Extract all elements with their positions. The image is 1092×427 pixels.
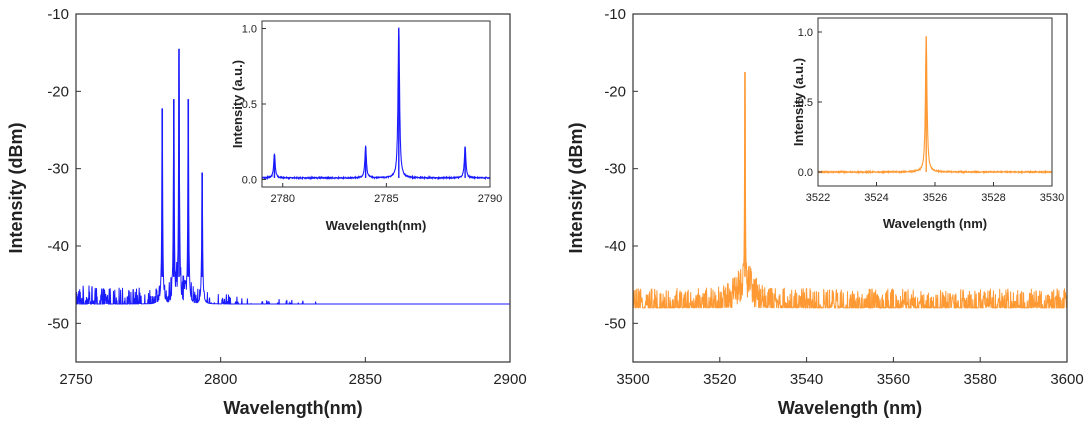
left-main-x-axis-label: Wavelength(nm) bbox=[223, 398, 362, 418]
right-inset-xtick-label: 3522 bbox=[806, 192, 830, 204]
left-main-chart: 2750 2800 2850 2900 -50 -40 -30 -20 -10 Wavelengt… bbox=[6, 6, 527, 418]
left-main-xtick-label: 2800 bbox=[204, 371, 237, 388]
right-main-xtick-label: 3520 bbox=[703, 371, 736, 388]
right-main-frame bbox=[632, 13, 1068, 363]
right-inset-xtick-label: 3524 bbox=[864, 192, 888, 204]
right-inset-xtick-label: 3530 bbox=[1040, 192, 1064, 204]
right-main-xtick-label: 3500 bbox=[616, 371, 649, 388]
right-inset-xtick-label: 3528 bbox=[981, 192, 1005, 204]
left-inset-ytick-label: 0.5 bbox=[242, 99, 257, 111]
left-main-ytick-label: -30 bbox=[47, 161, 69, 178]
right-main-xtick-label: 3540 bbox=[790, 371, 823, 388]
left-inset-x-axis-label: Wavelength(nm) bbox=[326, 218, 427, 233]
right-inset-chart: 3522 3524 3526 3528 3530 0.0 0.5 1.0 Wavelength … bbox=[791, 17, 1064, 231]
left-inset-chart: 2780 2785 2790 0.0 0.5 1.0 Wavelength(nm) Inten… bbox=[230, 20, 502, 233]
right-main-ytick-label: -50 bbox=[604, 315, 626, 332]
right-inset-series-line bbox=[817, 37, 1053, 175]
right-main-xtick-label: 3600 bbox=[1050, 371, 1083, 388]
right-inset-xtick-label: 3526 bbox=[923, 192, 947, 204]
left-main-ytick-label: -40 bbox=[47, 238, 69, 255]
left-inset-ytick-label: 1.0 bbox=[242, 24, 257, 36]
right-inset-ytick-label: 0.5 bbox=[798, 97, 813, 109]
right-main-ytick-label: -20 bbox=[604, 83, 626, 100]
right-inset-background bbox=[818, 18, 1052, 186]
left-main-series-line bbox=[75, 55, 510, 306]
right-inset-ytick-label: 1.0 bbox=[798, 27, 813, 39]
left-main-ytick-label: -10 bbox=[47, 6, 69, 23]
right-main-chart: 3500 3520 3540 3560 3580 3600 -50 -40 -30 -20 -10 W… bbox=[566, 6, 1084, 418]
left-inset-ytick-label: 0.0 bbox=[242, 174, 257, 186]
right-inset-y-axis-label: Intensity (a.u.) bbox=[791, 58, 806, 146]
right-main-xtick-label: 3560 bbox=[877, 371, 910, 388]
right-main-ytick-label: -10 bbox=[604, 6, 626, 23]
left-main-frame bbox=[75, 13, 511, 363]
right-inset-x-axis-label: Wavelength (nm) bbox=[883, 216, 987, 231]
left-inset-xtick-label: 2790 bbox=[478, 193, 502, 205]
left-main-y-axis-label: Intensity (dBm) bbox=[6, 122, 26, 253]
left-inset-series-line bbox=[261, 27, 491, 181]
left-inset-xtick-label: 2785 bbox=[374, 193, 398, 205]
left-main-ytick-label: -20 bbox=[47, 83, 69, 100]
right-main-ytick-label: -30 bbox=[604, 161, 626, 178]
left-main-ytick-label: -50 bbox=[47, 315, 69, 332]
left-inset-y-axis-label: Intensity (a.u.) bbox=[230, 60, 245, 148]
left-main-xtick-label: 2750 bbox=[59, 371, 92, 388]
right-inset-ytick-label: 0.0 bbox=[798, 167, 813, 179]
right-main-x-axis-label: Wavelength (nm) bbox=[778, 398, 922, 418]
left-main-xtick-label: 2900 bbox=[493, 371, 526, 388]
right-main-series-line bbox=[632, 75, 1068, 310]
right-main-ytick-label: -40 bbox=[604, 238, 626, 255]
right-main-xtick-label: 3580 bbox=[964, 371, 997, 388]
left-main-xtick-label: 2850 bbox=[349, 371, 382, 388]
left-inset-background bbox=[262, 21, 490, 187]
right-main-y-axis-label: Intensity (dBm) bbox=[566, 122, 586, 253]
left-inset-xtick-label: 2780 bbox=[270, 193, 294, 205]
